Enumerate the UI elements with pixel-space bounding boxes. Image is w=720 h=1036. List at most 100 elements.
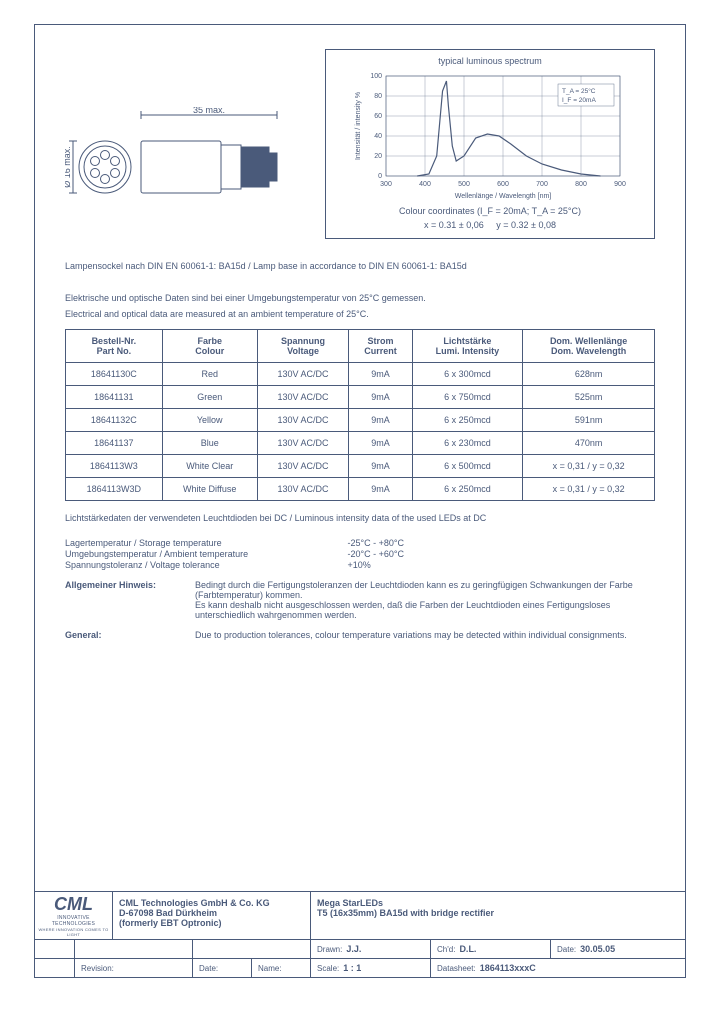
table-cell: 6 x 250mcd (412, 478, 523, 501)
tb-blank3 (193, 940, 311, 958)
table-cell: 591nm (523, 409, 655, 432)
chkd-cell: Ch'd: D.L. (431, 940, 551, 958)
svg-text:60: 60 (374, 113, 382, 120)
data-table: Bestell-Nr.Part No.FarbeColourSpannungVo… (65, 329, 655, 501)
hint-en: General: Due to production tolerances, c… (65, 630, 655, 640)
table-cell: 9mA (349, 455, 412, 478)
spec-storage-val: -25°C - +80°C (348, 538, 404, 548)
table-cell: 130V AC/DC (257, 386, 349, 409)
svg-text:80: 80 (374, 93, 382, 100)
scale-cell: Scale: 1 : 1 (311, 959, 431, 977)
table-header: StromCurrent (349, 330, 412, 363)
logo-cell: CML INNOVATIVE TECHNOLOGIES WHERE INNOVA… (35, 892, 113, 939)
drawn-cell: Drawn: J.J. (311, 940, 431, 958)
table-cell: 470nm (523, 432, 655, 455)
tb-blank4 (35, 959, 75, 977)
table-cell: 130V AC/DC (257, 455, 349, 478)
logo-text: CML (37, 894, 110, 915)
svg-text:35 max.: 35 max. (193, 107, 225, 115)
name-cell: Name: (252, 959, 311, 977)
svg-text:600: 600 (497, 181, 509, 188)
table-cell: 628nm (523, 363, 655, 386)
measurement-note-en: Electrical and optical data are measured… (65, 309, 655, 319)
svg-text:900: 900 (614, 181, 626, 188)
table-cell: 6 x 250mcd (412, 409, 523, 432)
svg-text:20: 20 (374, 153, 382, 160)
title-line2: T5 (16x35mm) BA15d with bridge rectifier (317, 908, 679, 918)
coord-values: x = 0.31 ± 0,06 y = 0.32 ± 0,08 (336, 220, 644, 230)
tb-blank1 (35, 940, 75, 958)
hint-en-text: Due to production tolerances, colour tem… (195, 630, 655, 640)
table-cell: 525nm (523, 386, 655, 409)
logo-tag2: WHERE INNOVATION COMES TO LIGHT (37, 927, 110, 937)
table-cell: 6 x 300mcd (412, 363, 523, 386)
svg-text:300: 300 (380, 181, 392, 188)
spec-voltage: Spannungstoleranz / Voltage tolerance +1… (65, 560, 655, 570)
spec-voltage-val: +10% (348, 560, 371, 570)
svg-text:Intensität / intensity %: Intensität / intensity % (355, 92, 362, 160)
hint-de: Allgemeiner Hinweis: Bedingt durch die F… (65, 580, 655, 620)
table-cell: White Clear (162, 455, 257, 478)
company-line3: (formerly EBT Optronic) (119, 918, 304, 928)
datasheet-cell: Datasheet: 1864113xxxC (431, 959, 685, 977)
table-cell: Blue (162, 432, 257, 455)
svg-text:0: 0 (378, 173, 382, 180)
table-cell: 1864113W3D (66, 478, 163, 501)
svg-text:T_A = 25°C: T_A = 25°C (562, 87, 596, 95)
table-cell: Yellow (162, 409, 257, 432)
svg-text:700: 700 (536, 181, 548, 188)
table-header: Bestell-Nr.Part No. (66, 330, 163, 363)
table-cell: 130V AC/DC (257, 363, 349, 386)
svg-text:800: 800 (575, 181, 587, 188)
spec-storage-label: Lagertemperatur / Storage temperature (65, 538, 345, 548)
table-cell: 9mA (349, 386, 412, 409)
table-header: LichtstärkeLumi. Intensity (412, 330, 523, 363)
spectrum-title: typical luminous spectrum (336, 56, 644, 66)
svg-text:100: 100 (370, 73, 382, 80)
table-cell: x = 0,31 / y = 0,32 (523, 478, 655, 501)
table-cell: Red (162, 363, 257, 386)
table-cell: White Diffuse (162, 478, 257, 501)
hint-de-label: Allgemeiner Hinweis: (65, 580, 195, 620)
table-cell: 18641132C (66, 409, 163, 432)
spec-ambient-val: -20°C - +60°C (348, 549, 404, 559)
table-cell: 6 x 750mcd (412, 386, 523, 409)
spec-ambient: Umgebungstemperatur / Ambient temperatur… (65, 549, 655, 559)
table-cell: 6 x 500mcd (412, 455, 523, 478)
hint-en-label: General: (65, 630, 195, 640)
table-cell: 18641137 (66, 432, 163, 455)
table-cell: 9mA (349, 478, 412, 501)
table-cell: 130V AC/DC (257, 478, 349, 501)
hint-de-text: Bedingt durch die Fertigungstoleranzen d… (195, 580, 655, 620)
svg-text:I_F = 20mA: I_F = 20mA (562, 97, 596, 104)
table-cell: 9mA (349, 409, 412, 432)
title-line1: Mega StarLEDs (317, 898, 679, 908)
table-cell: 6 x 230mcd (412, 432, 523, 455)
svg-text:40: 40 (374, 133, 382, 140)
table-cell: 130V AC/DC (257, 409, 349, 432)
table-cell: x = 0,31 / y = 0,32 (523, 455, 655, 478)
svg-text:Wellenlänge / Wavelength [nm]: Wellenlänge / Wavelength [nm] (455, 193, 552, 200)
table-cell: 1864113W3 (66, 455, 163, 478)
spec-voltage-label: Spannungstoleranz / Voltage tolerance (65, 560, 345, 570)
table-header: SpannungVoltage (257, 330, 349, 363)
spectrum-box: typical luminous spectrum 30040050060070… (325, 49, 655, 239)
table-cell: Green (162, 386, 257, 409)
lamp-base-note: Lampensockel nach DIN EN 60061-1: BA15d … (65, 261, 655, 271)
tb-blank2 (75, 940, 193, 958)
table-cell: 9mA (349, 432, 412, 455)
svg-text:400: 400 (419, 181, 431, 188)
coord-x: x = 0.31 ± 0,06 (424, 220, 484, 230)
titleblock: CML INNOVATIVE TECHNOLOGIES WHERE INNOVA… (35, 891, 685, 977)
spectrum-chart: 300400500600700800900020406080100Wellenl… (336, 70, 644, 200)
table-cell: 130V AC/DC (257, 432, 349, 455)
table-header: FarbeColour (162, 330, 257, 363)
company-line2: D-67098 Bad Dürkheim (119, 908, 304, 918)
spec-ambient-label: Umgebungstemperatur / Ambient temperatur… (65, 549, 345, 559)
rev-cell: Revision: (75, 959, 193, 977)
table-cell: 18641131 (66, 386, 163, 409)
date-cell: Date: 30.05.05 (551, 940, 685, 958)
top-row: 35 max. (65, 49, 655, 239)
table-cell: 9mA (349, 363, 412, 386)
date2-cell: Date: (193, 959, 252, 977)
